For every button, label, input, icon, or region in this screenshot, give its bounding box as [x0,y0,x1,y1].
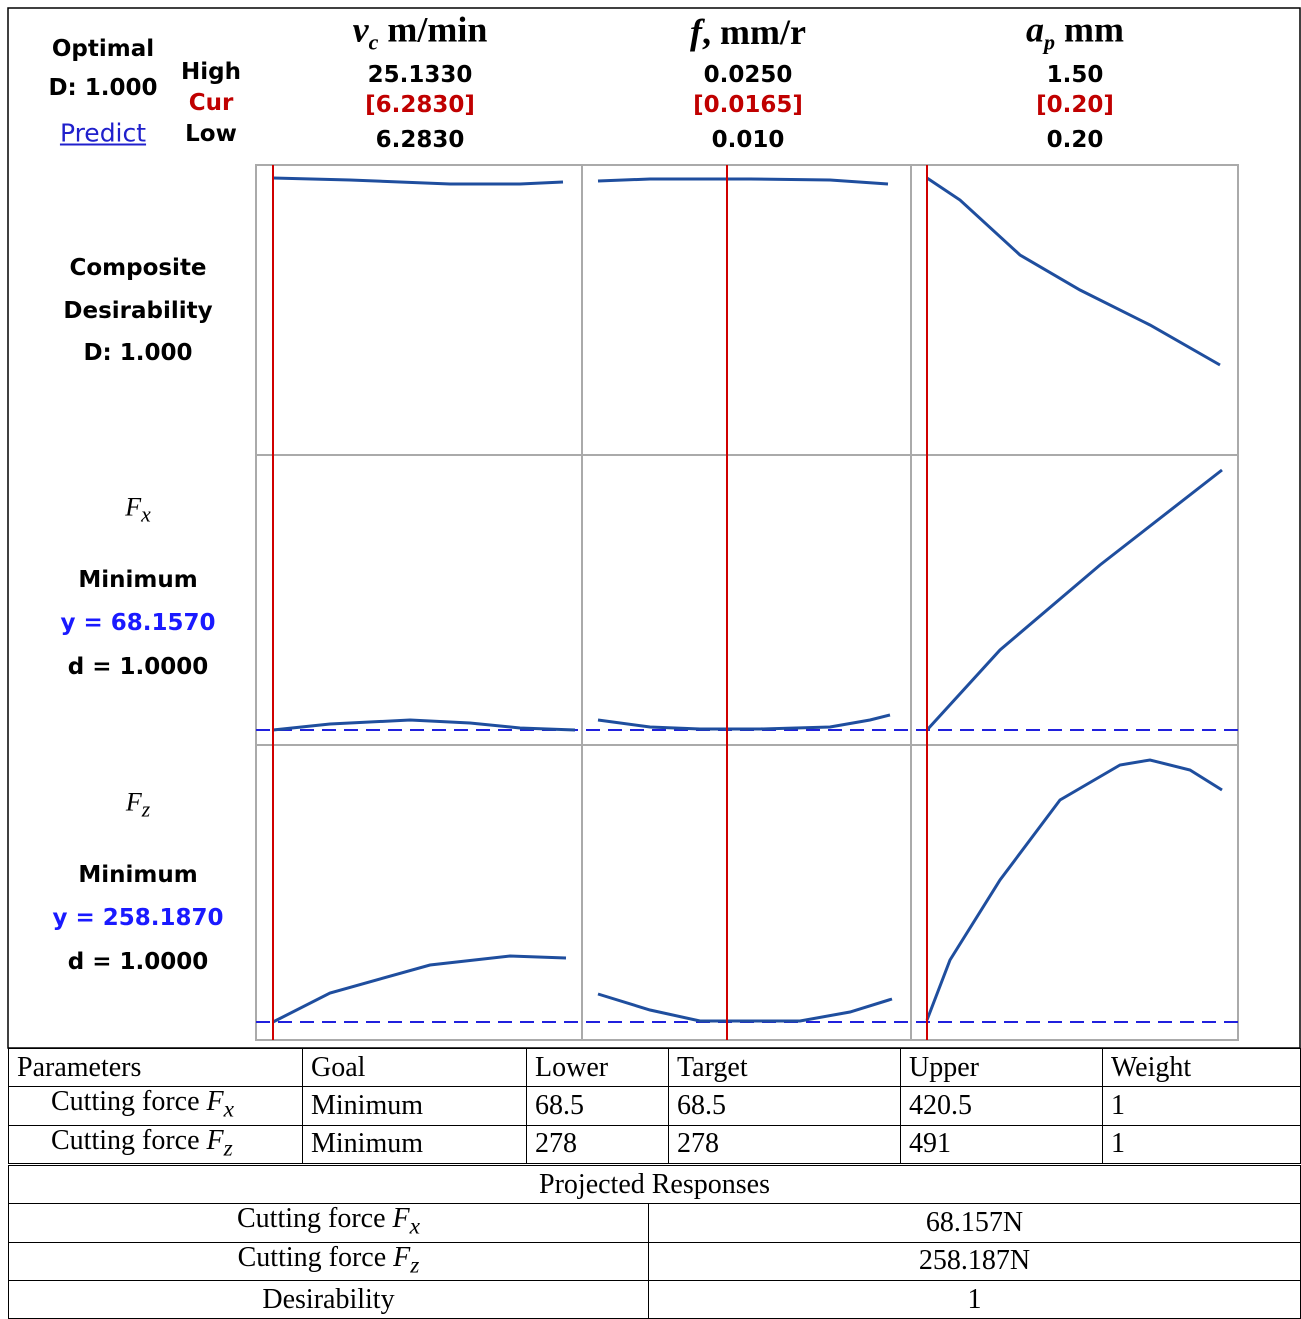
low-value: 0.010 [711,127,785,153]
response-curves [272,176,1223,1024]
unit: m/min [378,9,488,50]
label: Optimal [51,36,155,62]
current-value: [0.20] [1036,92,1114,118]
row: Desirability 1 [8,1280,1301,1319]
row-label: Composite [69,255,207,281]
symbol: Fx [206,1086,234,1123]
desirability: d = 1.0000 [67,654,209,680]
cell: Cutting force Fz [8,1124,303,1165]
text: Cutting force [51,1086,207,1117]
symbol: Fx [125,492,151,527]
subscript: c [368,29,379,55]
cell: Minimum [302,1086,527,1126]
cell: 258.187N [648,1241,1301,1282]
subscript: x [223,1096,234,1123]
symbol: Fx [392,1203,420,1240]
cell: 1 [1102,1124,1301,1165]
text: Cutting force [51,1125,207,1156]
row-label: D: 1.000 [83,340,193,366]
cell: Target [668,1048,901,1087]
cell: 68.5 [526,1086,669,1126]
label: High [181,59,241,85]
text: Cutting force [237,1242,394,1273]
cell: 420.5 [900,1086,1103,1126]
high-value: 1.50 [1046,62,1104,88]
cell: 278 [526,1124,669,1165]
target-lines [256,729,1238,1023]
predicted-y: y = 258.1870 [52,905,224,931]
cell: 278 [668,1124,901,1165]
predicted-y: y = 68.1570 [60,610,216,636]
cell: Weight [1102,1048,1301,1087]
current-value: [6.2830] [365,92,475,118]
cell: Projected Responses [8,1165,1301,1204]
predict-link[interactable]: Predict [59,118,147,148]
factor-header: f, mm/r [690,11,806,53]
cell: 1 [1102,1086,1301,1126]
cell: 491 [900,1124,1103,1165]
text: Cutting force [237,1203,393,1234]
cell: Cutting force Fx [8,1203,649,1243]
symbol: vc [352,9,379,55]
response-name: Fx [125,492,151,527]
cell: Parameters [8,1048,303,1087]
subscript: p [1044,29,1056,55]
unit: mm [1055,9,1124,50]
label: D: 1.000 [48,75,158,101]
cell: Cutting force Fz [8,1241,649,1282]
label: Low [185,121,237,147]
row: Cutting force Fx 68.157N [8,1203,1301,1243]
subscript: z [410,1252,420,1279]
factor-header: vc m/min [353,8,488,55]
subscript: x [141,502,151,527]
goal: Minimum [78,567,198,593]
factor-header: ap mm [1026,8,1124,55]
label: Cur [188,90,234,116]
symbol: Fz [206,1125,233,1162]
response-name: Fz [126,787,150,822]
current-lines [272,165,928,1040]
high-value: 0.0250 [703,62,793,88]
parameters-table: Parameters Goal Lower Target Upper Weight Cutt… [8,1048,1301,1165]
high-value: 25.1330 [367,62,473,88]
low-value: 6.2830 [375,127,465,153]
unit: , mm/r [702,12,806,52]
row: Cutting force Fx Minimum 68.5 68.5 420.5 1 [8,1086,1301,1126]
subscript: x [409,1213,420,1240]
cell: Desirability [8,1280,649,1319]
title-row: Projected Responses [8,1165,1301,1204]
cell: Upper [900,1048,1103,1087]
row: Cutting force Fz Minimum 278 278 491 1 [8,1124,1301,1165]
symbol: f [690,12,703,52]
cell: 68.5 [668,1086,901,1126]
cell: 68.157N [648,1203,1301,1243]
current-value: [0.0165] [693,92,803,118]
symbol: Fz [393,1242,420,1279]
cell: Lower [526,1048,669,1087]
row: Cutting force Fz 258.187N [8,1241,1301,1282]
symbol: ap [1026,9,1056,55]
cell: Goal [302,1048,527,1087]
projected-table: Projected Responses Cutting force Fx 68.15… [8,1165,1301,1319]
cell: Minimum [302,1124,527,1165]
desirability: d = 1.0000 [67,949,209,975]
cell: Cutting force Fx [8,1086,303,1126]
panel-grid [255,164,1239,1041]
low-value: 0.20 [1046,127,1104,153]
subscript: z [223,1135,233,1162]
symbol: Fz [125,787,151,822]
cell: 1 [648,1280,1301,1319]
row-label: Desirability [63,298,213,324]
goal: Minimum [78,862,198,888]
header-row: Parameters Goal Lower Target Upper Weight [8,1048,1301,1087]
subscript: z [141,797,151,822]
